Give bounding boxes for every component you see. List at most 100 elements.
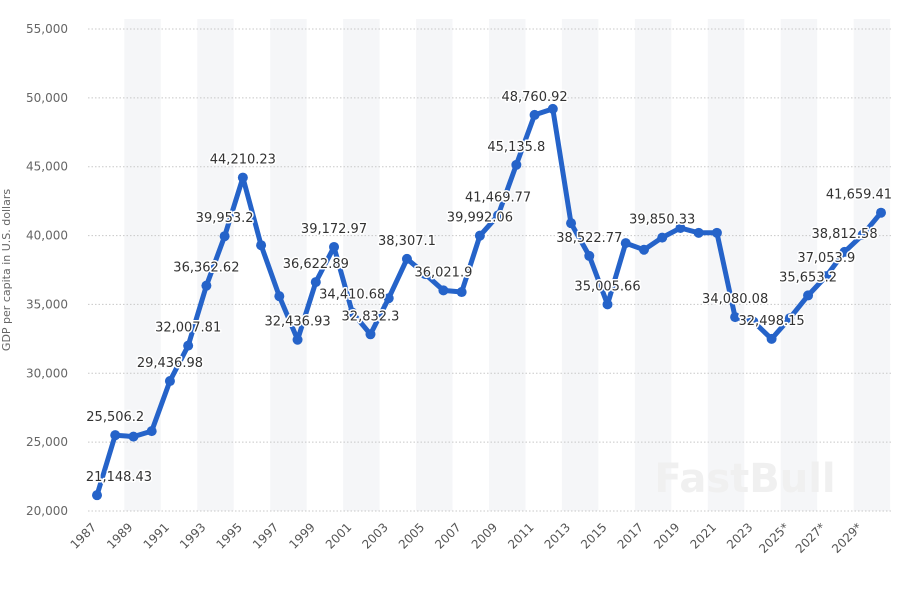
x-tick-label: 2005	[396, 520, 427, 551]
data-point	[657, 232, 668, 243]
x-tick-label: 1991	[141, 520, 172, 551]
y-axis-ticks: 20,000 25,000 30,000 35,000 40,000 45,000 50,0…	[26, 22, 68, 518]
data-point	[219, 231, 230, 242]
data-point	[183, 340, 194, 351]
data-point	[128, 431, 139, 442]
data-label: 35,653.2	[779, 270, 837, 285]
x-tick-label: 2019	[651, 520, 682, 551]
data-label: 34,080.08	[702, 292, 768, 307]
x-tick-label: 1997	[250, 520, 281, 551]
data-label: 32,436.93	[264, 315, 330, 330]
data-point	[730, 312, 741, 323]
x-tick-label: 2017	[615, 520, 646, 551]
data-point	[201, 280, 212, 291]
y-tick-label: 30,000	[26, 366, 68, 380]
data-point	[748, 316, 759, 327]
data-label: 36,021.9	[414, 265, 472, 280]
data-label: 37,053.9	[797, 251, 855, 266]
data-point	[292, 334, 303, 345]
data-point	[803, 290, 814, 301]
x-tick-label: 2029*	[829, 520, 865, 556]
data-label: 41,469.77	[465, 190, 531, 205]
data-label: 32,007.81	[155, 321, 221, 336]
data-point	[784, 313, 795, 324]
data-point	[474, 230, 485, 241]
x-tick-label: 2003	[359, 520, 390, 551]
data-label: 38,812.58	[811, 227, 877, 242]
background-band	[489, 19, 526, 511]
data-point	[401, 253, 412, 264]
y-tick-label: 35,000	[26, 297, 68, 311]
y-axis-label: GDP per capita in U.S. dollars	[0, 189, 13, 351]
data-label: 35,005.66	[574, 279, 640, 294]
y-tick-label: 20,000	[26, 504, 68, 518]
data-label: 32,498.15	[739, 314, 805, 329]
data-label: 32,832.3	[342, 309, 400, 324]
x-tick-label: 2013	[542, 520, 573, 551]
data-point	[92, 490, 102, 501]
data-point	[420, 269, 431, 280]
data-points	[92, 103, 886, 501]
data-point	[493, 210, 504, 221]
data-label: 36,622.89	[283, 257, 349, 272]
data-point	[164, 376, 175, 387]
data-label: 36,362.62	[173, 261, 239, 276]
background-band	[853, 19, 891, 511]
x-tick-label: 2009	[469, 520, 500, 551]
watermark-logo: FastBull	[654, 456, 835, 502]
data-point	[529, 109, 540, 120]
data-point	[620, 238, 631, 249]
x-tick-label: 2021	[688, 520, 719, 551]
data-label: 39,992.06	[447, 211, 513, 226]
data-label: 39,172.97	[301, 222, 367, 237]
data-label: 25,506.2	[86, 410, 144, 425]
data-label: 38,307.1	[378, 234, 436, 249]
x-tick-label: 2025*	[756, 520, 792, 556]
data-point	[602, 299, 613, 310]
data-label: 34,410.68	[319, 288, 385, 303]
data-point	[638, 244, 649, 255]
x-axis-ticks: 1987 1989 1991 1993 1995 1997 1999 2001 2003 2005…	[68, 520, 865, 556]
background-band	[270, 19, 307, 511]
data-point	[146, 426, 157, 437]
data-label: 29,436.98	[137, 356, 203, 371]
data-point	[675, 222, 686, 233]
y-tick-label: 40,000	[26, 229, 68, 243]
data-point	[310, 277, 321, 288]
data-label: 44,210.23	[210, 153, 276, 168]
data-label: 41,659.41	[826, 188, 892, 203]
data-point	[711, 227, 722, 238]
data-label: 38,522.77	[556, 231, 622, 246]
x-tick-label: 2015	[578, 520, 609, 551]
data-point	[566, 218, 577, 229]
x-tick-label: 1987	[68, 520, 99, 551]
data-point	[110, 430, 121, 441]
data-point	[693, 227, 704, 238]
data-label: 39,850.33	[629, 213, 695, 228]
data-label: 21,148.43	[86, 470, 152, 485]
data-point	[456, 287, 467, 298]
data-point	[511, 159, 522, 170]
gridlines	[88, 28, 893, 512]
x-tick-label: 1993	[177, 520, 208, 551]
data-label: 48,760.92	[501, 90, 567, 105]
data-point	[237, 172, 248, 183]
data-point	[347, 307, 358, 318]
y-tick-label: 50,000	[26, 91, 68, 105]
data-point	[584, 250, 595, 261]
background-band	[343, 19, 380, 511]
y-tick-label: 45,000	[26, 160, 68, 174]
background-band	[780, 19, 818, 511]
x-tick-label: 2027*	[793, 520, 829, 556]
x-tick-label: 1995	[213, 520, 244, 551]
x-tick-label: 2007	[432, 520, 463, 551]
x-tick-label: 2011	[505, 520, 536, 551]
data-point	[821, 271, 832, 282]
data-point	[329, 241, 340, 252]
x-tick-label: 1989	[104, 520, 135, 551]
background-bands	[124, 19, 891, 511]
data-point	[438, 285, 449, 296]
y-tick-label: 55,000	[26, 22, 68, 36]
data-point	[256, 240, 267, 251]
